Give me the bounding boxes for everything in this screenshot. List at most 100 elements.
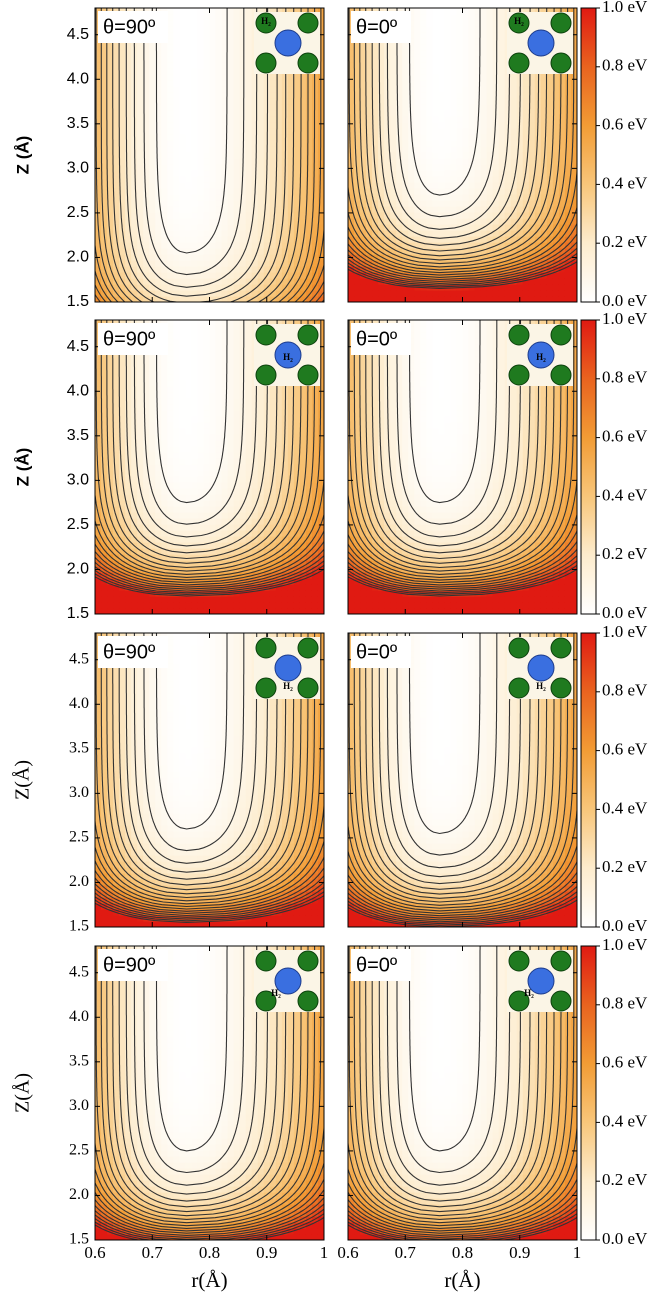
heatmap-cell — [360, 218, 367, 225]
heatmap-cell — [378, 182, 385, 189]
heatmap-cell — [167, 338, 174, 345]
heatmap-cell — [558, 164, 566, 171]
heatmap-cell — [426, 32, 433, 39]
heatmap-cell — [366, 284, 373, 291]
heatmap-cell — [408, 104, 415, 111]
heatmap-cell — [528, 152, 536, 159]
heatmap-cell — [504, 188, 512, 195]
heatmap-cell — [215, 8, 223, 15]
heatmap-cell — [203, 68, 211, 75]
heatmap-cell — [185, 152, 193, 159]
heatmap-cell — [137, 98, 144, 105]
heatmap-cell — [438, 224, 446, 231]
heatmap-cell — [311, 98, 319, 105]
heatmap-cell — [257, 272, 265, 279]
heatmap-cell — [167, 272, 174, 279]
heatmap-cell — [95, 386, 102, 393]
heatmap-cell — [462, 224, 470, 231]
heatmap-cell — [149, 428, 156, 435]
heatmap-cell — [197, 596, 205, 603]
heatmap-cell — [167, 350, 174, 357]
heatmap-cell — [360, 80, 367, 87]
heatmap-cell — [203, 164, 211, 171]
heatmap-cell — [227, 218, 235, 225]
heatmap-cell — [155, 260, 162, 267]
heatmap-cell — [167, 20, 174, 27]
heatmap-cell — [317, 176, 324, 183]
heatmap-cell — [227, 530, 235, 537]
heatmap-cell — [185, 488, 193, 495]
heatmap-cell — [185, 446, 193, 453]
heatmap-cell — [257, 206, 265, 213]
heatmap-cell — [305, 206, 313, 213]
heatmap-cell — [167, 470, 174, 477]
heatmap-cell — [360, 170, 367, 177]
heatmap-cell — [113, 44, 120, 51]
heatmap-cell — [149, 206, 156, 213]
heatmap-cell — [179, 548, 186, 555]
heatmap-cell — [360, 182, 367, 189]
heatmap-cell — [125, 134, 132, 141]
heatmap-cell — [510, 92, 518, 99]
heatmap-cell — [305, 218, 313, 225]
heatmap-cell — [107, 50, 114, 57]
heatmap-cell — [203, 152, 211, 159]
heatmap-cell — [107, 512, 114, 519]
heatmap-cell — [113, 362, 120, 369]
heatmap-cell — [107, 260, 114, 267]
heatmap-cell — [155, 284, 162, 291]
heatmap-cell — [155, 476, 162, 483]
heatmap-cell — [432, 254, 439, 261]
heatmap-cell — [486, 56, 494, 63]
heatmap-cell — [143, 404, 150, 411]
heatmap-cell — [125, 356, 132, 363]
heatmap-cell — [197, 578, 205, 585]
heatmap-cell — [191, 218, 199, 225]
heatmap-cell — [113, 218, 120, 225]
heatmap-cell — [468, 32, 476, 39]
heatmap-cell — [516, 128, 524, 135]
heatmap-cell — [360, 92, 367, 99]
heatmap-cell — [486, 44, 494, 51]
heatmap-cell — [215, 158, 223, 165]
heatmap-cell — [239, 266, 247, 273]
heatmap-cell — [209, 464, 217, 471]
heatmap-cell — [215, 512, 223, 519]
heatmap-cell — [239, 98, 247, 105]
heatmap-cell — [510, 170, 518, 177]
heatmap-cell — [552, 290, 560, 297]
heatmap-cell — [215, 452, 223, 459]
heatmap-cell — [402, 158, 409, 165]
heatmap-cell — [432, 236, 439, 243]
heatmap-cell — [215, 440, 223, 447]
heatmap-cell — [137, 362, 144, 369]
heatmap-cell — [101, 536, 108, 543]
heatmap-cell — [516, 188, 524, 195]
heatmap-cell — [492, 134, 500, 141]
heatmap-cell — [209, 50, 217, 57]
heatmap-cell — [107, 362, 114, 369]
heatmap-cell — [167, 212, 174, 219]
heatmap-cell — [137, 380, 144, 387]
heatmap-cell — [570, 296, 577, 302]
heatmap-cell — [221, 566, 229, 573]
heatmap-cell — [444, 86, 452, 93]
heatmap-cell — [552, 236, 560, 243]
heatmap-cell — [221, 572, 229, 579]
heatmap-cell — [564, 86, 572, 93]
heatmap-cell — [360, 188, 367, 195]
heatmap-cell — [221, 260, 229, 267]
heatmap-cell — [155, 104, 162, 111]
heatmap-cell — [510, 122, 518, 129]
heatmap-cell — [354, 212, 361, 219]
heatmap-cell — [474, 8, 482, 15]
heatmap-cell — [221, 470, 229, 477]
heatmap-cell — [167, 560, 174, 567]
heatmap-cell — [233, 44, 241, 51]
heatmap-cell — [119, 482, 126, 489]
heatmap-cell — [257, 284, 265, 291]
heatmap-cell — [185, 374, 193, 381]
heatmap-cell — [311, 224, 319, 231]
heatmap-cell — [149, 560, 156, 567]
